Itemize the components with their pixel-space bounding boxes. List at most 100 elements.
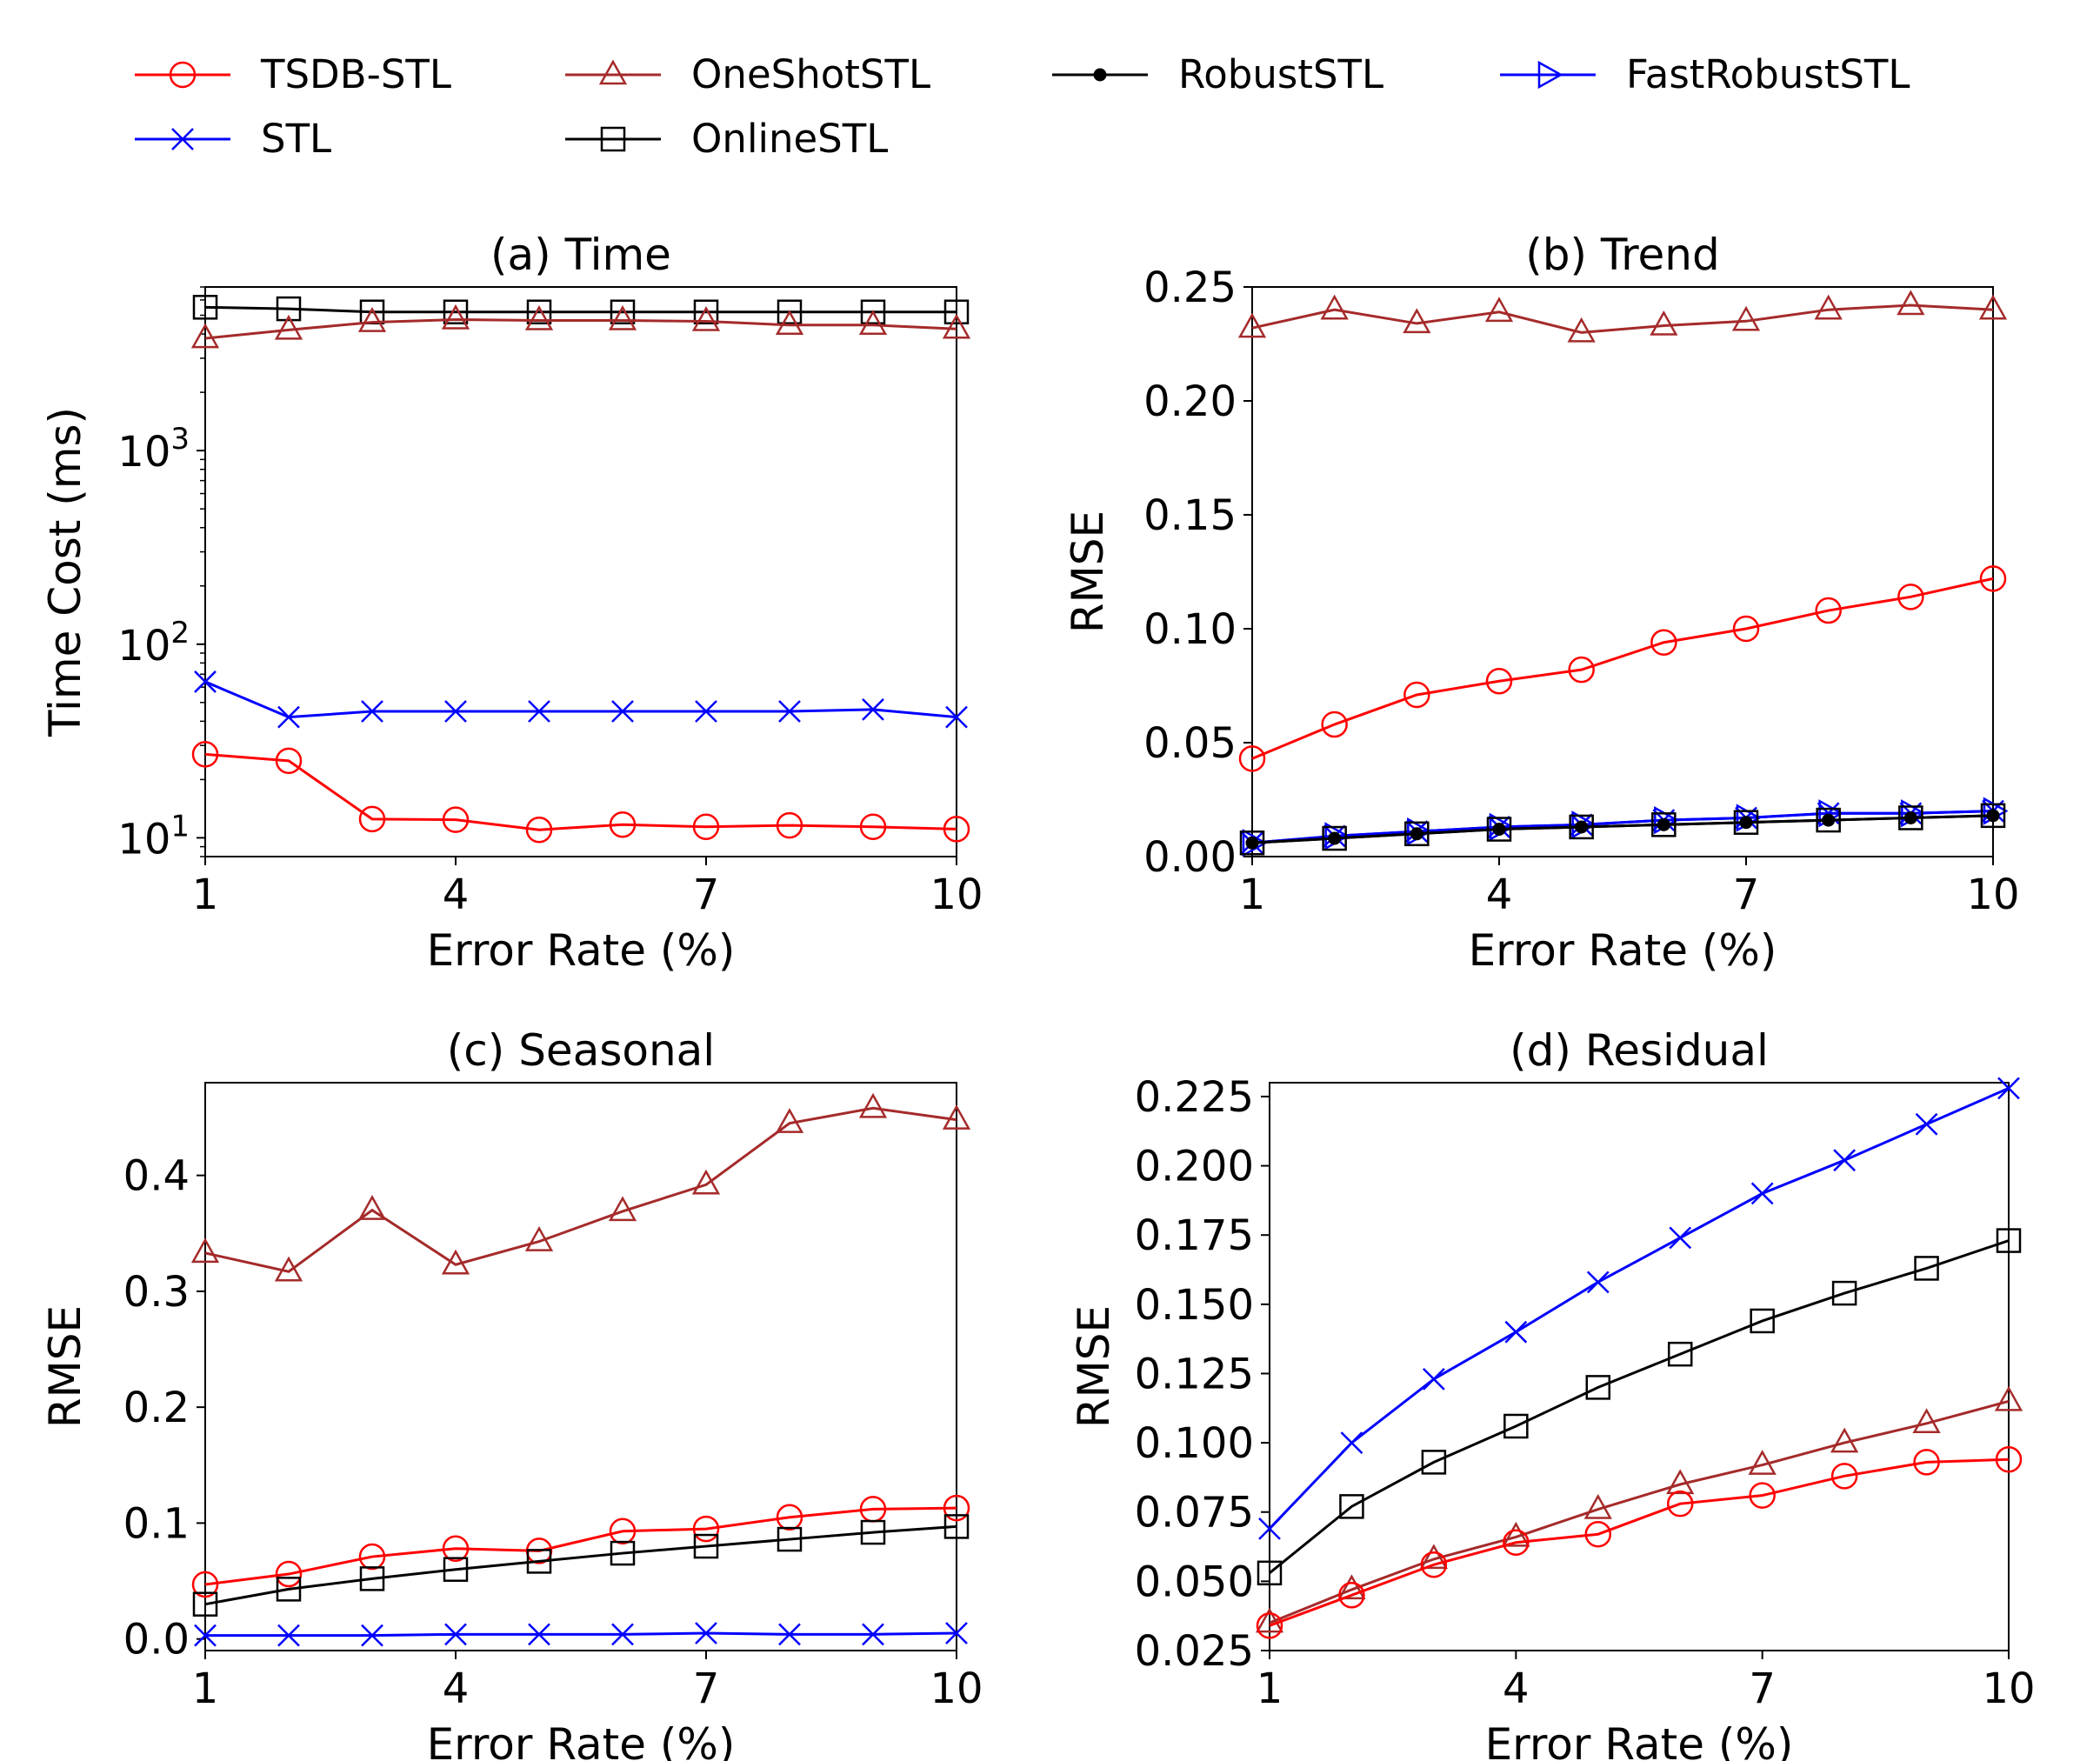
data-point-oneshotstl	[608, 304, 637, 330]
legend: TSDB-STL OneShotSTL RobustSTL FastRobustSTL…	[135, 51, 1910, 162]
legend-marker-robuststl	[1093, 68, 1107, 82]
data-point-oneshotstl	[1897, 290, 1925, 316]
data-point-stl	[1423, 1367, 1445, 1391]
x-tick-label: 1	[1257, 1664, 1283, 1713]
x-axis-label: Error Rate (%)	[1469, 925, 1777, 976]
data-point-onlinestl	[1914, 1256, 1939, 1281]
legend-marker-tsdb-stl	[169, 61, 197, 89]
x-tick-label: 7	[1749, 1664, 1776, 1713]
y-tick-label: 0.175	[1135, 1211, 1254, 1260]
data-point-stl	[945, 1622, 968, 1644]
series-tsdb-stl	[1238, 565, 2007, 772]
data-point-tsdb-stl	[943, 1494, 970, 1522]
data-point-stl	[778, 700, 801, 723]
x-tick-label: 10	[1966, 870, 2019, 919]
panel-c-seasonal: (c) Seasonal 1 4 7 10 Error Rate (%) 0.0 0.1 0.2…	[40, 1025, 983, 1761]
data-point-onlinestl	[610, 299, 636, 324]
y-axis-label: RMSE	[1063, 510, 1113, 633]
x-tick-label: 7	[1733, 870, 1760, 919]
series-onlinestl	[192, 1514, 970, 1617]
y-tick-label: 0.05	[1143, 719, 1237, 768]
data-point-oneshotstl	[1912, 1408, 1941, 1434]
series-line-onlinestl	[204, 1524, 957, 1606]
data-point-tsdb-stl	[1913, 1449, 1940, 1476]
series-line-oneshotstl	[204, 317, 957, 340]
panel-title: (d) Residual	[1510, 1025, 1769, 1076]
data-point-oneshotstl	[1814, 294, 1843, 320]
series-onlinestl	[192, 295, 970, 324]
data-point-onlinestl	[1339, 1494, 1364, 1519]
legend-marker-fastrobuststl	[1537, 60, 1563, 90]
data-point-stl	[444, 1623, 467, 1646]
data-point-onlinestl	[1667, 1341, 1693, 1367]
x-tick-label: 10	[930, 1664, 983, 1713]
data-point-tsdb-stl	[1238, 745, 1266, 772]
x-tick-label: 4	[1503, 1664, 1530, 1713]
data-point-oneshotstl	[858, 310, 888, 336]
data-point-tsdb-stl	[191, 1571, 219, 1598]
data-point-oneshotstl	[1419, 1544, 1449, 1570]
plot-frame	[1251, 286, 1994, 857]
data-point-onlinestl	[777, 1526, 803, 1552]
y-axis-label: RMSE	[1069, 1305, 1119, 1428]
data-point-oneshotstl	[691, 1169, 721, 1195]
data-point-oneshotstl	[1403, 308, 1431, 334]
data-point-oneshotstl	[775, 1108, 804, 1133]
data-point-onlinestl	[1585, 1375, 1611, 1400]
data-point-tsdb-stl	[358, 805, 386, 833]
data-point-tsdb-stl	[776, 811, 803, 839]
data-point-onlinestl	[443, 1557, 469, 1582]
data-point-onlinestl	[860, 1519, 886, 1545]
series-line-stl	[1268, 1086, 2010, 1530]
data-point-tsdb-stl	[275, 1560, 303, 1588]
data-point-tsdb-stl	[1321, 710, 1348, 738]
plot-frame	[204, 1082, 957, 1651]
data-point-tsdb-stl	[1979, 565, 2007, 592]
plot-frame	[204, 286, 957, 857]
data-point-tsdb-stl	[442, 1535, 470, 1562]
x-tick-label: 1	[1239, 870, 1266, 919]
legend-label-stl: STL	[261, 116, 331, 162]
data-point-stl	[1586, 1271, 1610, 1294]
panel-title: (c) Seasonal	[447, 1025, 715, 1076]
y-tick-label: 0.1	[123, 1499, 190, 1548]
x-tick-label: 4	[443, 870, 470, 919]
data-point-oneshotstl	[1320, 294, 1349, 320]
data-point-onlinestl	[1831, 1280, 1857, 1306]
data-point-onlinestl	[693, 1533, 719, 1559]
legend-entry-robuststl: RobustSTL	[1052, 51, 1383, 97]
data-point-tsdb-stl	[1568, 656, 1595, 684]
y-tick-label: 101	[117, 809, 190, 864]
series-tsdb-stl	[1256, 1445, 2023, 1639]
data-point-tsdb-stl	[1403, 681, 1430, 709]
legend-label-tsdb-stl: TSDB-STL	[260, 51, 451, 97]
x-tick-label: 7	[693, 870, 720, 919]
series-line-stl	[205, 1631, 957, 1638]
series-stl	[1258, 1077, 2020, 1540]
x-tick-label: 4	[1486, 870, 1513, 919]
data-point-oneshotstl	[775, 310, 804, 336]
legend-entry-tsdb-stl: TSDB-STL	[135, 51, 451, 97]
data-point-onlinestl	[359, 1566, 385, 1591]
data-point-oneshotstl	[1994, 1385, 2023, 1411]
data-point-stl	[528, 1623, 550, 1646]
y-tick-label: 0.4	[123, 1152, 190, 1201]
data-point-onlinestl	[1421, 1450, 1447, 1475]
data-point-onlinestl	[1651, 812, 1677, 837]
series-line-onlinestl	[1251, 814, 1994, 844]
data-point-tsdb-stl	[609, 1518, 637, 1544]
data-point-oneshotstl	[1484, 297, 1514, 323]
legend-label-oneshotstl: OneShotSTL	[691, 51, 930, 97]
data-point-onlinestl	[943, 1514, 970, 1539]
data-point-tsdb-stl	[1420, 1551, 1448, 1578]
y-tick-label: 0.225	[1135, 1073, 1254, 1122]
series-line-oneshotstl	[204, 1106, 957, 1273]
data-point-tsdb-stl	[191, 741, 219, 768]
series-line-oneshotstl	[1269, 1399, 2010, 1624]
data-point-oneshotstl	[441, 304, 470, 330]
data-point-tsdb-stl	[525, 816, 553, 844]
data-point-tsdb-stl	[1584, 1520, 1612, 1548]
data-point-onlinestl	[860, 299, 886, 324]
data-point-stl	[1833, 1149, 1856, 1172]
data-point-tsdb-stl	[275, 747, 303, 775]
